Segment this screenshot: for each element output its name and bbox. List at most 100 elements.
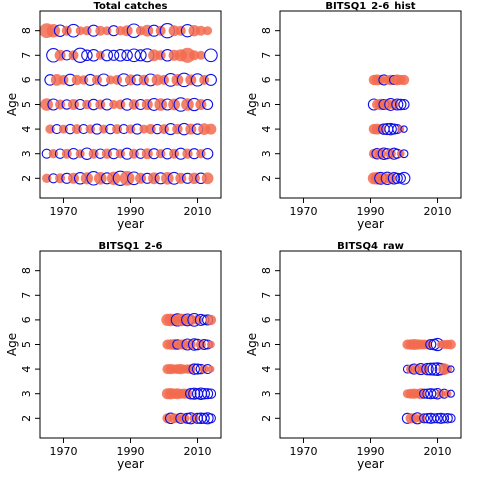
x-tick-label: 1970	[289, 205, 317, 218]
negative-residual-bubble	[425, 388, 437, 400]
negative-residual-bubble	[435, 412, 447, 424]
positive-residual-bubble	[207, 340, 215, 349]
negative-residual-bubble	[424, 362, 438, 376]
panel-title: BITSQ4_raw	[337, 241, 404, 252]
negative-residual-bubble	[201, 412, 214, 425]
positive-residual-bubble	[419, 364, 430, 375]
positive-residual-bubble	[112, 74, 123, 85]
positive-residual-bubble	[409, 413, 420, 424]
positive-residual-bubble	[95, 50, 105, 60]
negative-residual-bubble	[447, 365, 455, 373]
positive-residual-bubble	[205, 314, 217, 326]
y-tick-label: 4	[260, 366, 273, 373]
negative-residual-bubble	[204, 73, 217, 86]
negative-residual-bubble	[394, 98, 407, 111]
positive-residual-bubble	[172, 123, 183, 135]
negative-residual-bubble	[429, 413, 440, 424]
negative-residual-bubble	[446, 413, 456, 424]
x-axis-label: year	[117, 217, 144, 231]
y-tick-label: 2	[20, 175, 33, 182]
negative-residual-bubble	[422, 413, 433, 424]
y-tick-label: 6	[20, 76, 33, 83]
y-tick-label: 4	[20, 126, 33, 133]
negative-residual-bubble	[188, 387, 201, 400]
y-tick-label: 7	[260, 52, 273, 59]
negative-residual-bubble	[442, 413, 453, 424]
bubbles	[401, 337, 456, 425]
plot-frame	[279, 250, 462, 439]
positive-residual-bubble	[178, 413, 190, 424]
negative-residual-bubble	[81, 49, 93, 62]
negative-residual-bubble	[114, 49, 127, 62]
negative-residual-bubble	[198, 387, 210, 400]
y-tick-label: 8	[260, 27, 273, 34]
positive-residual-bubble	[115, 99, 126, 110]
negative-residual-bubble	[400, 125, 408, 133]
positive-residual-bubble	[95, 25, 106, 36]
positive-residual-bubble	[71, 74, 83, 86]
y-tick-label: 3	[20, 150, 33, 157]
positive-residual-bubble	[181, 98, 194, 111]
positive-residual-bubble	[203, 26, 213, 36]
negative-residual-bubble	[399, 149, 409, 159]
negative-residual-bubble	[201, 147, 214, 160]
positive-residual-bubble	[195, 25, 206, 36]
x-tick-label: 2010	[184, 205, 212, 218]
positive-residual-bubble	[375, 74, 386, 85]
y-tick-label: 6	[260, 76, 273, 83]
positive-residual-bubble	[75, 26, 85, 36]
negative-residual-bubble	[391, 172, 403, 184]
panel-title: BITSQ1_2-6_hist	[325, 1, 415, 12]
negative-residual-bubble	[185, 387, 197, 400]
y-axis-label: Age	[5, 333, 19, 356]
positive-residual-bubble	[40, 98, 53, 111]
y-tick-label: 8	[260, 267, 273, 274]
y-tick-label: 2	[20, 415, 33, 422]
positive-residual-bubble	[78, 75, 89, 85]
negative-residual-bubble	[421, 362, 434, 376]
negative-residual-bubble	[439, 413, 450, 424]
x-tick-label: 2010	[184, 445, 212, 458]
positive-residual-bubble	[199, 74, 210, 85]
y-axis-label: Age	[245, 333, 259, 356]
bubbles	[39, 23, 218, 186]
negative-residual-bubble	[419, 388, 430, 399]
x-tick-label: 1970	[49, 445, 77, 458]
y-tick-label: 5	[20, 341, 33, 348]
y-tick-label: 6	[260, 316, 273, 323]
y-tick-label: 2	[260, 415, 273, 422]
y-tick-label: 7	[20, 292, 33, 299]
positive-residual-bubble	[185, 74, 197, 86]
x-axis-label: year	[117, 457, 144, 471]
y-tick-label: 4	[260, 126, 273, 133]
positive-residual-bubble	[115, 149, 126, 159]
x-tick-label: 1990	[117, 445, 145, 458]
positive-residual-bubble	[445, 339, 456, 350]
panel-title: BITSQ1_2-6	[99, 241, 163, 252]
y-tick-label: 6	[20, 316, 33, 323]
x-axis-label: year	[357, 457, 384, 471]
negative-residual-bubble	[108, 49, 120, 61]
positive-residual-bubble	[141, 24, 154, 37]
positive-residual-bubble	[169, 148, 180, 159]
x-tick-label: 1990	[357, 445, 385, 458]
y-tick-label: 7	[260, 292, 273, 299]
positive-residual-bubble	[436, 389, 446, 399]
positive-residual-bubble	[161, 172, 174, 185]
y-tick-label: 8	[20, 27, 33, 34]
negative-residual-bubble	[202, 388, 214, 400]
positive-residual-bubble	[175, 25, 186, 36]
negative-residual-bubble	[188, 363, 200, 375]
positive-residual-bubble	[46, 24, 61, 38]
negative-residual-bubble	[397, 171, 411, 185]
negative-residual-bubble	[205, 413, 216, 424]
positive-residual-bubble	[75, 149, 85, 159]
positive-residual-bubble	[148, 172, 160, 185]
negative-residual-bubble	[205, 388, 217, 399]
x-tick-label: 2010	[424, 205, 452, 218]
negative-residual-bubble	[202, 98, 214, 111]
negative-residual-bubble	[384, 122, 397, 136]
x-tick-label: 1970	[49, 205, 77, 218]
